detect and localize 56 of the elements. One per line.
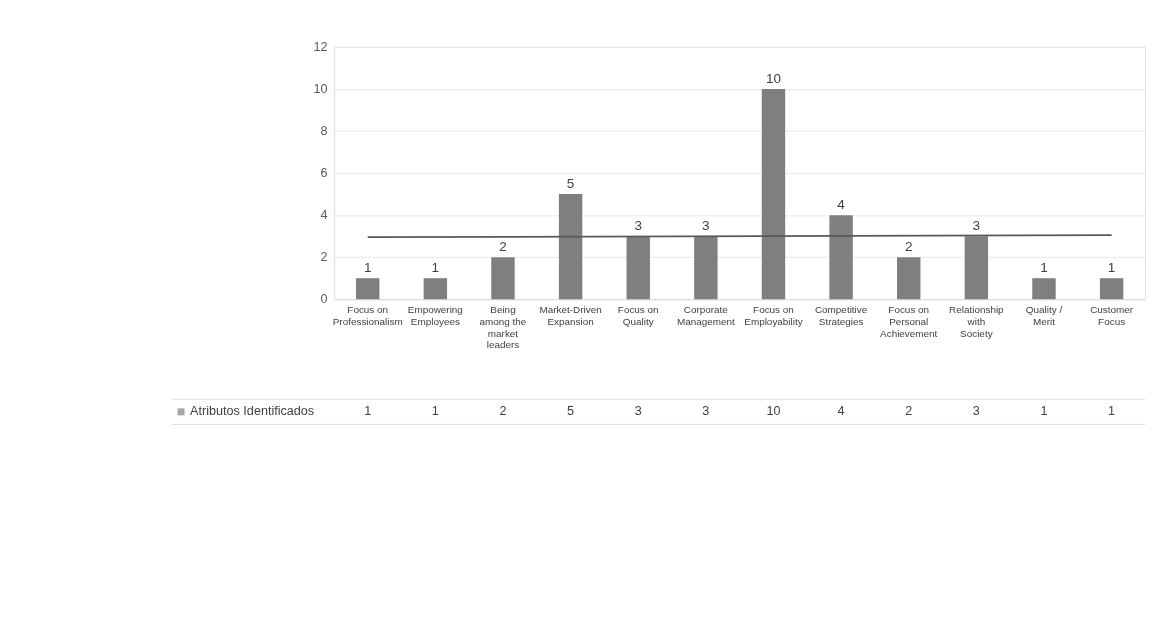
legend-label: Atributos Identificados (190, 404, 315, 419)
text: 4 (837, 196, 845, 212)
data-label: 10 (766, 404, 781, 419)
text: 5 (566, 175, 575, 191)
data-label: 3 (972, 404, 980, 419)
x-tick-label: Relationship with Society (949, 304, 1005, 339)
bar (897, 257, 921, 300)
x-tick-label: Focus on Employability (744, 304, 803, 327)
text: 1 (1107, 259, 1116, 275)
x-tick-label: Corporate Management (676, 304, 736, 327)
bar (491, 257, 515, 300)
bar (1099, 278, 1124, 300)
bar (964, 236, 989, 300)
data-label: 3 (634, 404, 642, 419)
x-tick-label: Focus on Personal Achievement (880, 304, 938, 339)
bar (356, 278, 380, 300)
text: 10 (765, 70, 781, 86)
y-tick-label: 6 (320, 166, 328, 181)
y-tick-label: 0 (320, 292, 328, 307)
bar (423, 278, 448, 300)
data-label: 1 (364, 404, 372, 419)
data-label: 2 (499, 404, 507, 419)
y-tick-label: 2 (320, 250, 328, 265)
data-label: 1 (1040, 404, 1048, 419)
x-tick-label: Customer Focus (1090, 304, 1134, 327)
x-tick-label: Being among the market leaders (479, 304, 527, 351)
text: 1 (363, 259, 372, 275)
y-tick-label: 12 (313, 40, 328, 55)
data-label: 2 (905, 404, 913, 419)
text: 3 (634, 217, 642, 233)
text: 3 (702, 217, 710, 233)
x-tick-label: Market-Driven Expansion (539, 304, 602, 327)
data-label: 4 (837, 404, 845, 419)
text: 1 (431, 259, 440, 275)
bar (694, 236, 718, 300)
bar (1032, 278, 1056, 300)
x-tick-label: Quality / Merit (1025, 304, 1063, 327)
y-tick-label: 4 (320, 208, 328, 223)
text: 3 (972, 217, 981, 233)
bar (558, 194, 583, 300)
data-label: 3 (702, 404, 710, 419)
bar (761, 89, 786, 300)
x-tick-label: Empowering Employees (407, 304, 463, 327)
x-tick-label: Focus on Quality (617, 304, 659, 327)
text: 2 (904, 238, 913, 254)
bar (829, 215, 853, 300)
data-label: 1 (1108, 404, 1116, 419)
bar (626, 236, 650, 300)
y-tick-label: 10 (313, 82, 328, 97)
x-tick-label: Focus on Professionalism (332, 304, 403, 327)
data-label: 1 (431, 404, 439, 419)
text: 2 (499, 238, 507, 254)
data-label: 5 (567, 404, 575, 419)
x-tick-label: Competitive Strategies (814, 304, 868, 327)
text: 1 (1040, 259, 1048, 275)
y-tick-label: 8 (320, 124, 328, 139)
